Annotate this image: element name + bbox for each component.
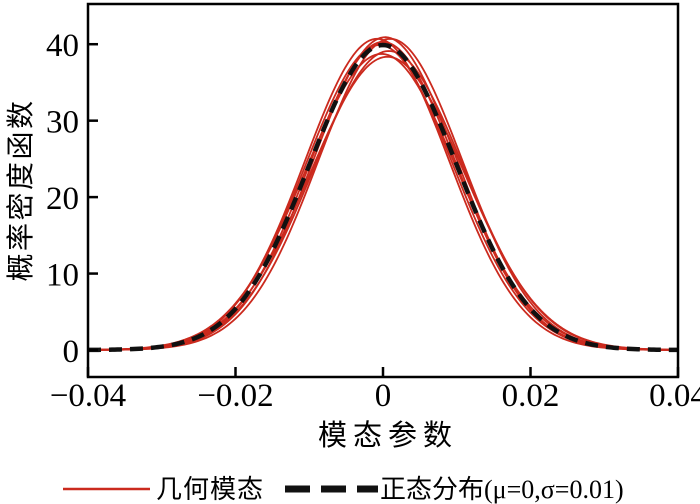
geometric-mode-curve: [87, 50, 679, 351]
normal-distribution-curve: [87, 42, 679, 353]
geometric-mode-curve: [87, 36, 679, 351]
y-tick-label: 0: [63, 334, 80, 370]
x-axis-title: 模态参数: [318, 419, 458, 452]
y-tick-label: 30: [46, 105, 79, 141]
plot-frame: [86, 2, 680, 379]
y-tick-label: 10: [46, 258, 79, 294]
x-axis-ticks: −0.04 −0.02 0 0.02 0.04: [50, 367, 700, 414]
geometric-mode-curve: [87, 41, 679, 351]
legend-label-normal-distribution: 正态分布(μ=0,σ=0.01): [380, 475, 624, 504]
geometric-mode-curve: [87, 44, 679, 351]
x-tick-label: 0.04: [649, 378, 700, 414]
x-tick-label: 0: [375, 378, 392, 414]
legend: 几何模态 正态分布(μ=0,σ=0.01): [63, 475, 624, 504]
geometric-mode-curve: [87, 53, 679, 351]
y-tick-label: 40: [46, 28, 79, 64]
x-tick-label: 0.02: [502, 378, 560, 414]
y-tick-label: 20: [46, 181, 79, 217]
curve-layer: [87, 36, 679, 353]
y-axis-title: 概率密度函数: [5, 98, 37, 281]
geometric-mode-curve: [88, 37, 679, 351]
geometric-mode-curve: [87, 55, 679, 351]
y-axis-ticks: 0 10 20 30 40: [46, 28, 98, 370]
geometric-mode-curve: [87, 37, 679, 351]
legend-label-geometric-modes: 几何模态: [156, 475, 264, 504]
x-tick-label: −0.04: [50, 378, 126, 414]
x-tick-label: −0.02: [197, 378, 273, 414]
